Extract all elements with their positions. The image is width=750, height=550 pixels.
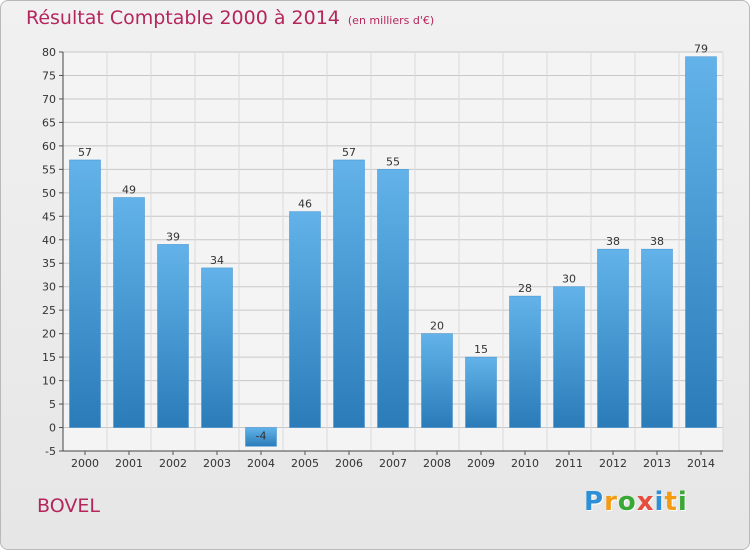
x-tick-label-2008: 2008 — [423, 457, 451, 470]
x-tick-label-2002: 2002 — [159, 457, 187, 470]
value-label-2001: 49 — [122, 184, 136, 197]
chart-title-text: Résultat Comptable 2000 à 2014 — [26, 7, 340, 29]
logo-letter: P — [584, 487, 605, 517]
value-label-2007: 55 — [386, 155, 400, 168]
y-tick-label: 55 — [42, 163, 56, 176]
x-tick-label-2009: 2009 — [467, 457, 495, 470]
logo-letter: i — [677, 487, 688, 517]
logo-letter: x — [636, 487, 655, 517]
y-tick-label: 40 — [42, 234, 56, 247]
chart-subtitle: (en milliers d'€) — [347, 14, 435, 27]
value-label-2006: 57 — [342, 146, 356, 159]
y-tick-label: 80 — [42, 46, 56, 59]
bar-2004 — [245, 427, 277, 447]
y-tick-label: 70 — [42, 93, 56, 106]
logo-letter: o — [617, 487, 637, 517]
value-label-2008: 20 — [430, 320, 444, 333]
value-label-2002: 39 — [166, 230, 180, 243]
x-tick-label-2011: 2011 — [555, 457, 583, 470]
proxiti-logo: Proxiti — [584, 487, 688, 517]
bar-2012 — [597, 248, 629, 428]
bar-2007 — [377, 169, 409, 428]
bar-2008 — [421, 333, 453, 428]
x-tick-label-2004: 2004 — [247, 457, 275, 470]
bar-2002 — [157, 244, 189, 428]
x-tick-label-2013: 2013 — [643, 457, 671, 470]
chart-title: Résultat Comptable 2000 à 2014 (en millie… — [26, 7, 434, 29]
bar-2000 — [69, 159, 101, 428]
y-tick-label: 35 — [42, 257, 56, 270]
y-tick-label: 25 — [42, 304, 56, 317]
value-label-2009: 15 — [474, 343, 488, 356]
bar-2006 — [333, 159, 365, 428]
bar-2011 — [553, 286, 585, 428]
value-label-2013: 38 — [650, 235, 664, 248]
y-tick-label: 75 — [42, 69, 56, 82]
bar-2010 — [509, 295, 541, 428]
y-tick-label: 15 — [42, 351, 56, 364]
value-label-2000: 57 — [78, 146, 92, 159]
y-tick-label: 45 — [42, 210, 56, 223]
value-label-2005: 46 — [298, 198, 312, 211]
bar-2005 — [289, 211, 321, 428]
value-label-2010: 28 — [518, 282, 532, 295]
x-tick-label-2014: 2014 — [687, 457, 715, 470]
logo-letter: t — [664, 487, 678, 517]
y-tick-label: 10 — [42, 375, 56, 388]
bar-2014 — [685, 56, 717, 428]
y-tick-label: 30 — [42, 281, 56, 294]
logo-letter: r — [604, 487, 618, 517]
x-tick-label-2012: 2012 — [599, 457, 627, 470]
x-tick-label-2000: 2000 — [71, 457, 99, 470]
value-label-2014: 79 — [694, 43, 708, 56]
y-tick-label: 60 — [42, 140, 56, 153]
y-tick-label: 65 — [42, 116, 56, 129]
value-label-2003: 34 — [210, 254, 224, 267]
y-tick-label: 0 — [49, 422, 56, 435]
y-tick-label: 50 — [42, 187, 56, 200]
y-tick-label: 5 — [49, 398, 56, 411]
x-tick-label-2003: 2003 — [203, 457, 231, 470]
x-tick-label-2010: 2010 — [511, 457, 539, 470]
value-label-2012: 38 — [606, 235, 620, 248]
bar-2001 — [113, 197, 145, 428]
commune-name: BOVEL — [37, 495, 100, 517]
x-tick-label-2006: 2006 — [335, 457, 363, 470]
y-tick-label: 20 — [42, 328, 56, 341]
x-tick-label-2001: 2001 — [115, 457, 143, 470]
value-label-2004: -4 — [256, 430, 267, 443]
bar-2013 — [641, 248, 673, 428]
logo-letter: i — [654, 487, 665, 517]
x-tick-label-2005: 2005 — [291, 457, 319, 470]
bar-2003 — [201, 267, 233, 428]
y-tick-label: -5 — [45, 445, 56, 458]
bar-2009 — [465, 356, 497, 428]
value-label-2011: 30 — [562, 273, 576, 286]
x-tick-label-2007: 2007 — [379, 457, 407, 470]
